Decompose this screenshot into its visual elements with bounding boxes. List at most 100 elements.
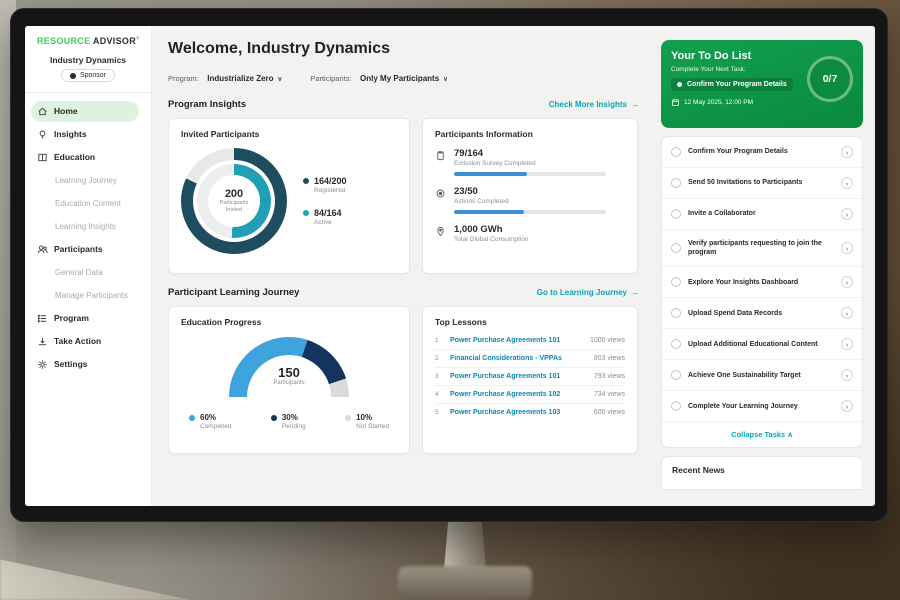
todo-progress-ring: 0/7 [807,56,853,102]
sidebar-item-settings[interactable]: Settings [31,354,139,375]
task-checkbox[interactable] [671,178,681,188]
chevron-right-icon[interactable]: › [841,276,853,289]
legend-value: 84/164 [314,208,342,218]
lesson-views: 734 views [593,391,625,398]
task-checkbox[interactable] [671,277,681,288]
card-title: Invited Participants [181,129,260,139]
chevron-right-icon[interactable]: › [841,307,853,320]
sidebar-item-label: Program [54,313,89,323]
legend-label: Completed [200,423,232,430]
lesson-row: 1 Power Purchase Agreements 101 1000 vie… [435,332,625,350]
chevron-right-icon[interactable]: › [841,177,853,189]
sidebar: RESOURCE ADVISOR+ Industry Dynamics Spon… [25,26,152,506]
lesson-link[interactable]: Power Purchase Agreements 101 [450,373,561,380]
sidebar-item-learning-journey[interactable]: Learning Journey [31,170,139,191]
card-title: Top Lessons [435,317,487,327]
chevron-right-icon[interactable]: › [841,242,853,255]
task-checkbox[interactable] [671,209,681,219]
info-label: Emission Survey Completed [454,160,536,167]
sidebar-item-program[interactable]: Program [31,308,139,329]
sidebar-item-education[interactable]: Education [31,147,139,168]
lesson-link[interactable]: Financial Considerations - VPPAs [450,355,562,362]
collapse-tasks-link[interactable]: Collapse Tasks ∧ [731,430,793,440]
sponsor-icon [69,72,76,79]
task-checkbox[interactable] [671,147,681,157]
lesson-link[interactable]: Power Purchase Agreements 102 [450,391,561,398]
sidebar-item-label: Settings [54,359,88,369]
task-row[interactable]: Achieve One Sustainability Target › [662,360,862,392]
legend-label: Active [314,219,332,226]
lesson-rows: 1 Power Purchase Agreements 101 1000 vie… [435,332,625,421]
chevron-right-icon[interactable]: › [841,208,853,220]
check-more-insights-link[interactable]: Check More Insights → [548,100,639,109]
sidebar-item-label: Education [54,152,96,162]
next-task-chip[interactable]: Confirm Your Program Details [671,78,793,91]
invited-donut-chart: 200 Participants Invited [181,148,287,254]
legend-value: 164/200 [314,176,347,186]
lesson-row: 5 Power Purchase Agreements 103 600 view… [435,404,625,421]
sidebar-item-manage-participants[interactable]: Manage Participants [31,285,139,306]
arrow-right-icon: → [631,100,639,109]
task-label: Explore Your Insights Dashboard [688,278,799,286]
sidebar-item-insights[interactable]: Insights [31,124,139,145]
info-label: Total Global Consumption [454,236,529,243]
task-row[interactable]: Confirm Your Program Details › [662,137,862,168]
progress-bar-fill [454,210,524,214]
legend-item: 30% Pending [270,413,306,430]
info-value: 1,000 GWh [454,224,503,235]
task-row[interactable]: Invite a Collaborator › [662,199,862,230]
progress-bar [454,172,606,176]
book-icon [37,152,48,163]
chevron-right-icon[interactable]: › [841,369,853,382]
program-filter-dropdown[interactable]: Industrialize Zero ∨ [207,74,282,83]
task-checkbox[interactable] [671,243,681,254]
sidebar-item-take-action[interactable]: Take Action [31,331,139,352]
chevron-right-icon[interactable]: › [841,400,853,413]
chevron-right-icon[interactable]: › [841,146,853,158]
sidebar-item-participants[interactable]: Participants [31,239,139,260]
task-checkbox[interactable] [671,308,681,319]
sidebar-item-general-data[interactable]: General Data [31,262,139,283]
download-icon [37,336,48,347]
legend-value: 60% [200,413,217,422]
participants-filter-dropdown[interactable]: Only My Participants ∨ [360,74,448,83]
invited-legend: 164/200 Registered 84/164 Active [303,176,347,226]
invited-donut-inner: 200 Participants Invited [197,164,271,238]
lesson-views: 803 views [593,355,625,362]
gear-icon [37,359,48,370]
task-row[interactable]: Upload Additional Educational Content › [662,329,862,361]
task-status-icon [677,82,682,87]
org-section: Industry Dynamics Sponsor [25,55,151,93]
go-to-learning-journey-link[interactable]: Go to Learning Journey → [536,288,639,297]
page-title: Welcome, Industry Dynamics [168,40,390,57]
education-gauge-chart: 150 Participants [229,337,349,399]
legend-dot [303,178,309,184]
task-row[interactable]: Upload Spend Data Records › [662,298,862,330]
lesson-link[interactable]: Power Purchase Agreements 101 [450,337,561,344]
task-row[interactable]: Verify participants requesting to join t… [662,230,862,268]
task-label: Complete Your Learning Journey [688,402,798,410]
arrow-right-icon: → [631,288,639,297]
task-checkbox[interactable] [671,401,681,412]
chevron-right-icon[interactable]: › [841,338,853,351]
task-row[interactable]: Complete Your Learning Journey › [662,391,862,423]
task-checkbox[interactable] [671,370,681,381]
sidebar-item-learning-insights[interactable]: Learning Insights [31,216,139,237]
brand-logo: RESOURCE ADVISOR+ [25,36,151,46]
sidebar-item-home[interactable]: Home [31,100,139,122]
sidebar-item-education-content[interactable]: Education Content [31,193,139,214]
sidebar-item-label: Take Action [54,336,102,346]
task-row[interactable]: Explore Your Insights Dashboard › [662,267,862,299]
legend-dot [345,415,352,421]
task-checkbox[interactable] [671,339,681,350]
target-icon [435,188,446,199]
section-title-program-insights: Program Insights [168,99,247,110]
org-name: Industry Dynamics [49,55,127,65]
legend-item: 10% Not Started [345,413,389,430]
people-icon [37,244,48,255]
legend-label: Pending [281,423,306,430]
lesson-link[interactable]: Power Purchase Agreements 103 [450,409,561,416]
task-row[interactable]: Send 50 Invitations to Participants › [662,168,862,199]
education-progress-card: Education Progress 150 Participants 60% … [168,306,410,454]
donut-center-label: Participants Invited [219,200,249,213]
